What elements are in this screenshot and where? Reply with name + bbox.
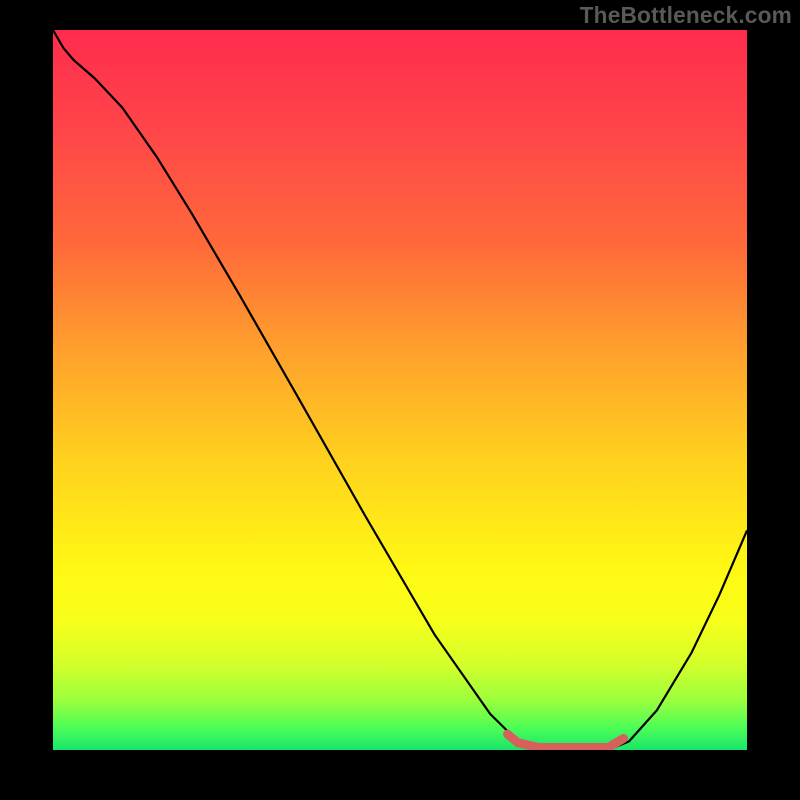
bottleneck-curve [53, 30, 747, 750]
watermark-text: TheBottleneck.com [580, 2, 792, 29]
chart-canvas: TheBottleneck.com [0, 0, 800, 800]
plot-frame [53, 30, 747, 750]
optimal-range-highlight [508, 734, 624, 747]
plot-curve-layer [53, 30, 747, 750]
